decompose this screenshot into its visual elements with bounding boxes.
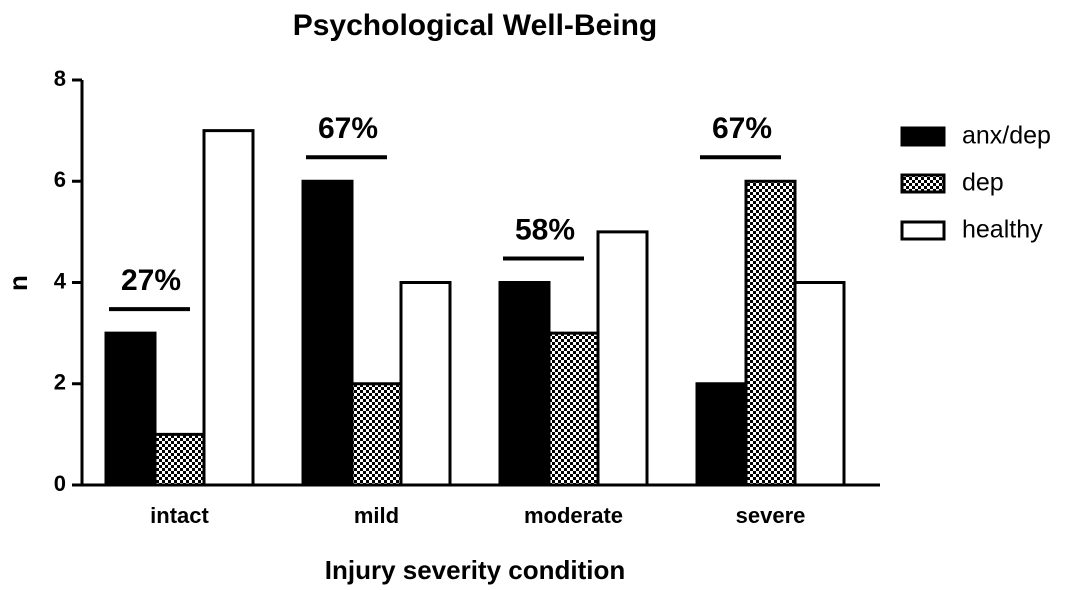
bar [153, 432, 206, 487]
bar [350, 382, 403, 487]
legend-swatch [900, 220, 946, 241]
x-tick-label: mild [354, 503, 399, 528]
legend-label: dep [962, 169, 1004, 197]
bar [399, 281, 452, 487]
bar [104, 331, 157, 487]
y-axis-label: n [3, 275, 33, 291]
legend-swatch [900, 173, 946, 194]
x-tick-label: intact [150, 503, 209, 528]
y-tick-label: 6 [54, 167, 66, 192]
annotation: 27% [121, 264, 181, 297]
bar [695, 382, 748, 487]
bar [547, 331, 600, 487]
annotation: 58% [515, 213, 575, 246]
chart-title: Psychological Well-Being [293, 9, 658, 42]
y-tick-label: 8 [54, 66, 66, 91]
y-tick-label: 0 [54, 471, 66, 496]
bar [498, 281, 551, 487]
y-tick-label: 4 [54, 268, 67, 293]
annotation: 67% [318, 112, 378, 145]
bar [301, 179, 354, 487]
annotation: 67% [712, 112, 772, 145]
x-tick-label: moderate [524, 503, 623, 528]
y-tick-label: 2 [54, 370, 66, 395]
x-tick-label: severe [736, 503, 806, 528]
x-axis-label: Injury severity condition [325, 555, 626, 585]
bar [793, 281, 846, 487]
legend-swatch [900, 126, 946, 147]
bar [744, 179, 797, 487]
bar [202, 129, 255, 487]
bar [596, 230, 649, 487]
legend-label: anx/dep [962, 122, 1051, 150]
legend-label: healthy [962, 216, 1043, 244]
